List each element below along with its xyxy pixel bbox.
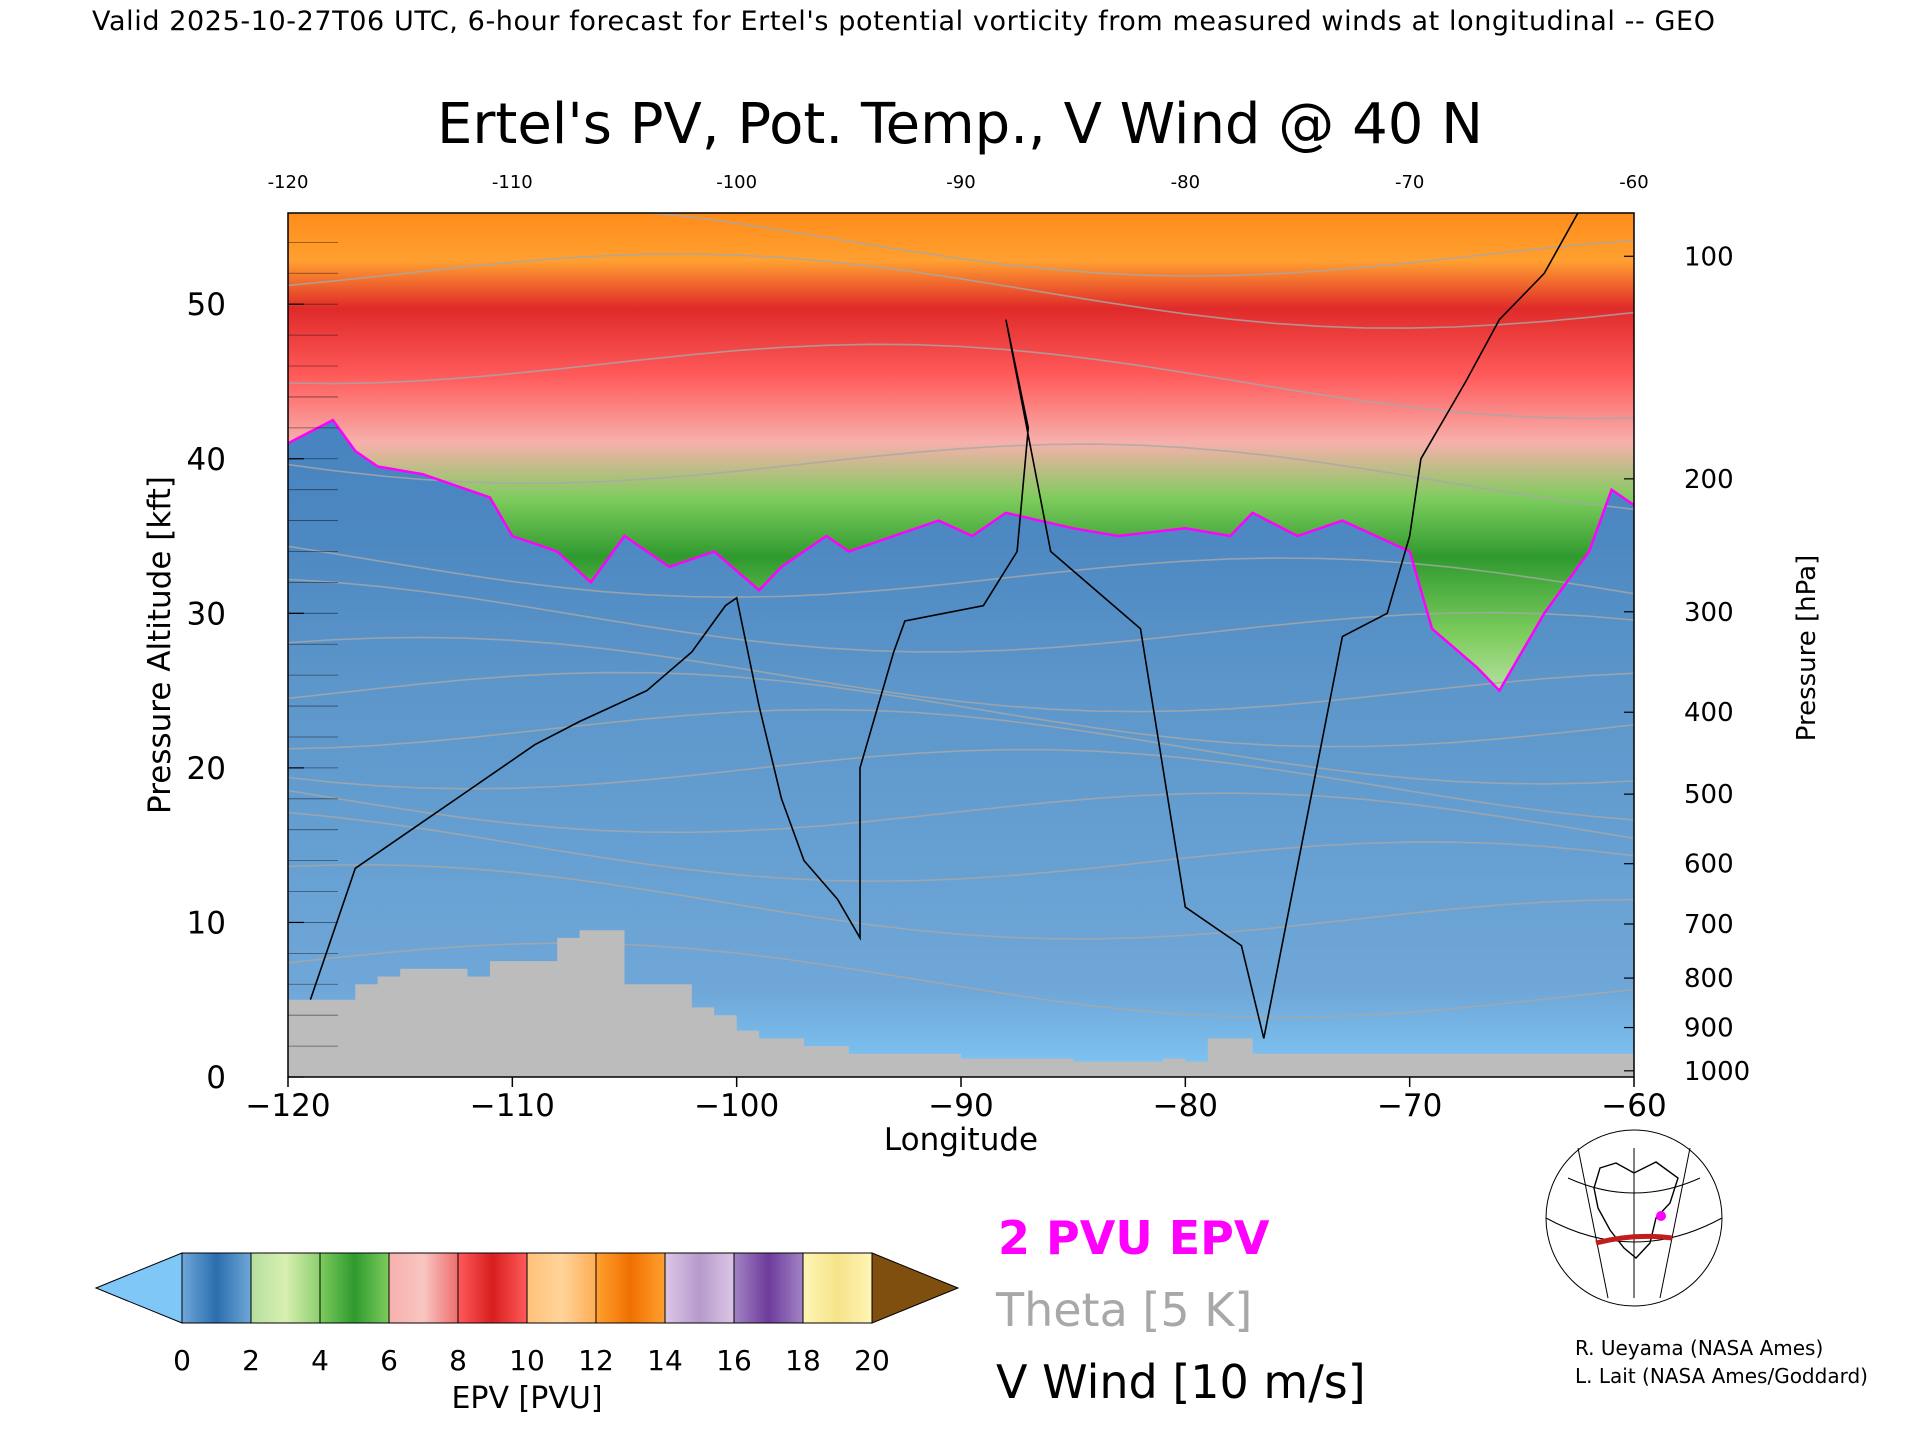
colorbar-segment: [250, 1252, 321, 1324]
x-tick-label: −70: [1377, 1088, 1442, 1124]
pressure-tick-label: 200: [1684, 465, 1734, 495]
tropopause-2pvu-line: [288, 418, 1634, 693]
x-tick-label: −80: [1153, 1088, 1218, 1124]
colorbar-tick-label: 20: [854, 1344, 890, 1377]
top-longitude-labels: -120 -110 -100 -90 -80 -70 -60: [268, 172, 1649, 193]
y-axis-label-left: Pressure Altitude [kft]: [142, 476, 178, 814]
colorbar-over-arrow: [871, 1252, 960, 1324]
credit-line-2: L. Lait (NASA Ames/Goddard): [1575, 1364, 1868, 1388]
top-tick-label: -100: [716, 172, 757, 193]
colorbar-segment: [664, 1252, 735, 1324]
colorbar-tick-label: 0: [173, 1344, 191, 1377]
top-tick-label: -120: [268, 172, 309, 193]
y-axis-label-right: Pressure [hPa]: [1792, 555, 1822, 742]
legend-v-wind: V Wind [10 m/s]: [996, 1355, 1366, 1409]
colorbar-tick-label: 6: [380, 1344, 398, 1377]
colorbar-tick-label: 18: [785, 1344, 821, 1377]
colorbar-tick-label: 4: [311, 1344, 329, 1377]
colorbar-tick-label: 12: [578, 1344, 614, 1377]
y-tick-label: 0: [206, 1060, 226, 1096]
x-tick-label: −120: [245, 1088, 330, 1124]
pressure-tick-label: 100: [1684, 242, 1734, 272]
y-tick-label: 20: [187, 751, 226, 787]
right-axis-ticks: 100 200 300 400 500 600 700 800 900 1000: [1624, 242, 1750, 1087]
top-tick-label: -90: [946, 172, 975, 193]
chart-title: Ertel's PV, Pot. Temp., V Wind @ 40 N: [437, 92, 1483, 157]
pressure-tick-label: 900: [1684, 1014, 1734, 1044]
legend-epv-line: 2 PVU EPV: [998, 1211, 1270, 1265]
pressure-tick-label: 800: [1684, 964, 1734, 994]
colorbar-segment: [319, 1252, 390, 1324]
terrain-mask: [288, 930, 1634, 1077]
colorbar-segment: [595, 1252, 666, 1324]
y-tick-label: 30: [187, 596, 226, 632]
colorbar-segment: [181, 1252, 252, 1324]
colorbar-under-arrow: [94, 1252, 183, 1324]
pressure-tick-label: 700: [1684, 910, 1734, 940]
colorbar-segment: [388, 1252, 459, 1324]
y-tick-label: 10: [187, 905, 226, 941]
colorbar-tick-label: 16: [716, 1344, 752, 1377]
top-tick-label: -60: [1619, 172, 1648, 193]
colorbar-segment: [802, 1252, 873, 1324]
top-tick-label: -80: [1171, 172, 1200, 193]
y-tick-label: 40: [187, 442, 226, 478]
y-tick-label: 50: [187, 287, 226, 323]
valid-time-header: Valid 2025-10-27T06 UTC, 6-hour forecast…: [92, 6, 1716, 37]
colorbar-label: EPV [PVU]: [451, 1381, 602, 1416]
theta-contours: [288, 213, 1634, 1019]
colorbar-segment: [457, 1252, 528, 1324]
x-tick-label: −100: [694, 1088, 779, 1124]
top-tick-label: -110: [492, 172, 533, 193]
v-wind-zero-contour: [309, 213, 1579, 1039]
legend-theta: Theta [5 K]: [995, 1283, 1252, 1337]
x-tick-label: −110: [470, 1088, 555, 1124]
colorbar-tick-label: 2: [242, 1344, 260, 1377]
credit-line-1: R. Ueyama (NASA Ames): [1575, 1336, 1823, 1360]
pressure-tick-label: 500: [1684, 780, 1734, 810]
pressure-tick-label: 600: [1684, 850, 1734, 880]
stratosphere-pv-field: [288, 213, 1634, 691]
pressure-tick-label: 1000: [1684, 1057, 1750, 1087]
colorbar: 0 2 4 6 8 10 12 14 16 18 20: [94, 1252, 960, 1377]
colorbar-tick-label: 14: [647, 1344, 683, 1377]
north-america-locator-map-icon: [1538, 1129, 1730, 1307]
left-axis-ticks: 0 10 20 30 40 50: [187, 241, 338, 1096]
x-axis-label: Longitude: [884, 1122, 1038, 1158]
colorbar-tick-label: 10: [509, 1344, 545, 1377]
colorbar-segment: [526, 1252, 597, 1324]
top-tick-label: -70: [1395, 172, 1424, 193]
x-axis-ticks: −120 −110 −100 −90 −80 −70 −60: [245, 1077, 1667, 1124]
x-tick-label: −60: [1601, 1088, 1666, 1124]
pressure-tick-label: 300: [1684, 598, 1734, 628]
plot-area: −120 −110 −100 −90 −80 −70 −60 -120 -110 -100 -90…: [187, 172, 1751, 1124]
pressure-tick-label: 400: [1684, 698, 1734, 728]
x-tick-label: −90: [928, 1088, 993, 1124]
colorbar-tick-label: 8: [449, 1344, 467, 1377]
colorbar-segment: [733, 1252, 804, 1324]
